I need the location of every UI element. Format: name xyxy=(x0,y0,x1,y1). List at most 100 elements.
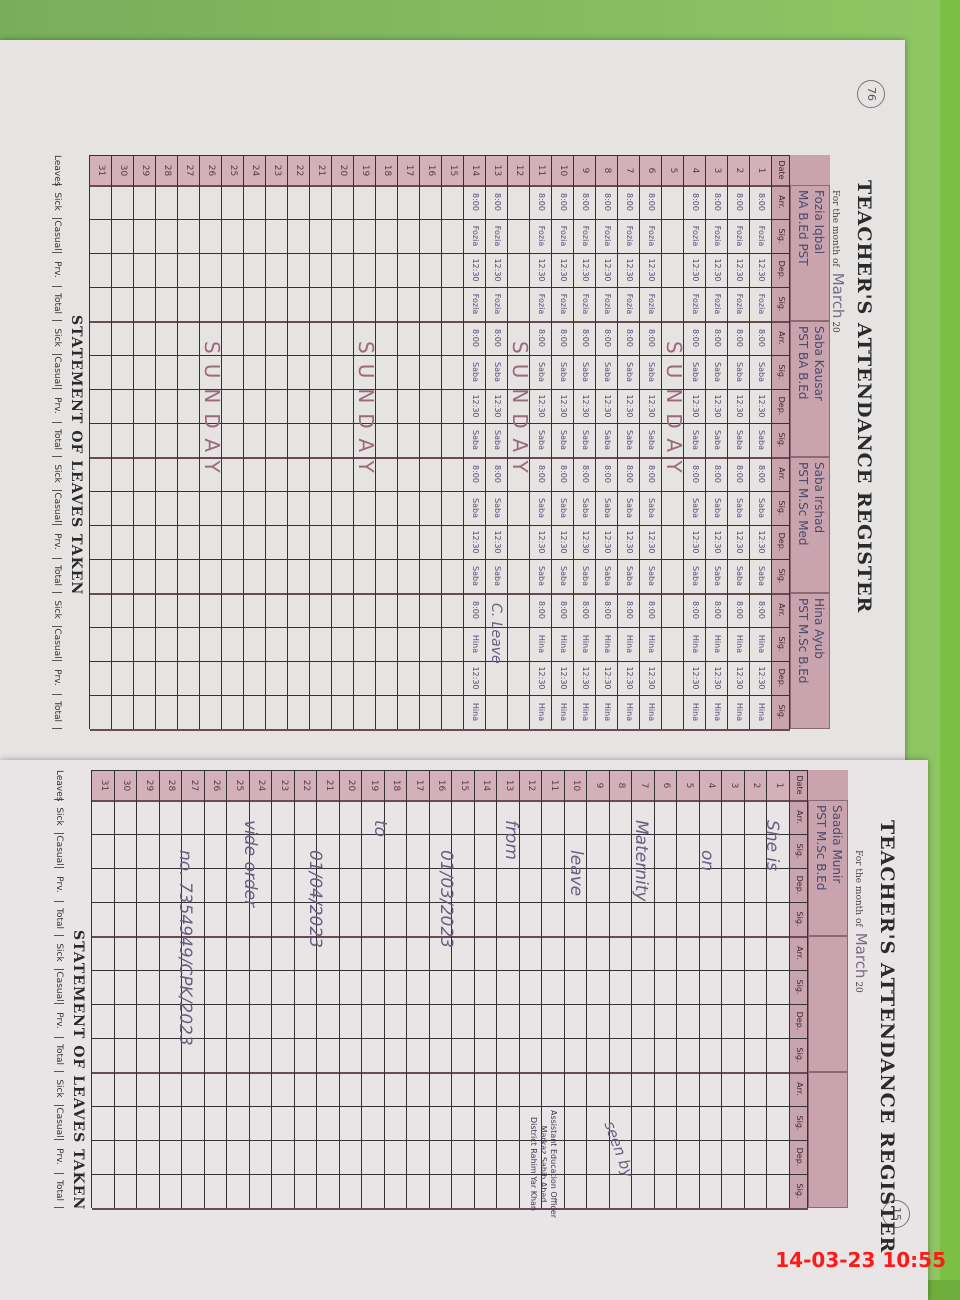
date-number: 3 xyxy=(706,156,727,185)
date-number: 7 xyxy=(632,771,654,800)
attendance-entry: 8:00 xyxy=(647,601,656,619)
attendance-entry: 8:00 xyxy=(735,601,744,619)
grid-line xyxy=(744,770,745,1208)
subcolumn-header: Sig. xyxy=(795,1183,804,1199)
grid-line xyxy=(789,770,790,1208)
attendance-entry: 8:00 xyxy=(735,465,744,483)
subcolumn-header: Sig. xyxy=(777,364,786,380)
attendance-entry: Saba xyxy=(471,566,480,586)
teacher-name: Saadia Munir xyxy=(830,805,844,884)
attendance-entry: 8:00 xyxy=(537,329,546,347)
grid-line xyxy=(265,155,266,729)
attendance-entry: Saba xyxy=(559,498,568,518)
grid-line xyxy=(271,770,273,1208)
grid-line xyxy=(90,253,790,254)
subcolumn-header: Dep. xyxy=(777,668,786,688)
teacher-name-box: Saba Kausar PST BA B.Ed xyxy=(790,321,830,457)
teacher-name-box: Fozia Iqbal MA B.Ed PST xyxy=(790,185,830,321)
attendance-entry: Hina xyxy=(757,634,766,654)
subcolumn-header: Arr. xyxy=(777,331,786,345)
attendance-entry: Fozia xyxy=(559,293,568,315)
grid-line xyxy=(111,155,112,729)
leave-column-header: Total xyxy=(52,695,62,729)
attendance-entry: Saba xyxy=(691,566,700,586)
month-value: March xyxy=(852,932,870,979)
teacher-qualification: MA B.Ed PST xyxy=(796,190,810,266)
grid-line xyxy=(133,155,134,729)
date-number: 15 xyxy=(452,771,474,800)
attendance-entry: Saba xyxy=(537,430,546,450)
teacher-name-box xyxy=(808,936,848,1072)
attendance-entry: Saba xyxy=(537,362,546,382)
date-number: 18 xyxy=(385,771,407,800)
attendance-entry: Fozia xyxy=(713,225,722,247)
attendance-entry: Saba xyxy=(493,430,502,450)
grid-line xyxy=(474,770,475,1208)
attendance-entry: 12:30 xyxy=(625,394,634,418)
grid-line xyxy=(309,155,310,729)
attendance-entry: 12:30 xyxy=(691,530,700,554)
grid-line xyxy=(90,185,790,187)
leave-column-header: Casual xyxy=(54,1106,65,1140)
attendance-entry: Saba xyxy=(581,430,590,450)
attendance-entry: 8:00 xyxy=(647,193,656,211)
attendance-entry: 12:30 xyxy=(735,666,744,690)
date-number: 20 xyxy=(340,771,362,800)
subcolumn-header: Sig. xyxy=(795,1115,804,1131)
leaves-label: Leaves xyxy=(54,770,65,802)
grid-line xyxy=(226,770,228,1208)
attendance-entry: 12:30 xyxy=(647,258,656,282)
grid-line xyxy=(429,770,430,1208)
date-number: 6 xyxy=(655,771,677,800)
attendance-entry: 8:00 xyxy=(757,465,766,483)
attendance-entry: 12:30 xyxy=(471,258,480,282)
attendance-entry: Hina xyxy=(537,702,546,722)
attendance-entry: Hina xyxy=(559,634,568,654)
grid-line xyxy=(90,695,790,696)
attendance-entry: Hina xyxy=(471,702,480,722)
date-number: 10 xyxy=(565,771,587,800)
attendance-entry: Saba xyxy=(735,566,744,586)
date-number: 9 xyxy=(574,156,595,185)
grid-line xyxy=(204,770,205,1208)
attendance-entry: 12:30 xyxy=(757,530,766,554)
attendance-entry: Fozia xyxy=(735,293,744,315)
attendance-entry: 8:00 xyxy=(735,329,744,347)
date-number: 11 xyxy=(530,156,551,185)
subcolumn-header: Arr. xyxy=(777,195,786,209)
teacher-name-box: Saadia Munir PST M.Sc B.Ed xyxy=(808,800,848,936)
leave-column-header: Total xyxy=(54,1038,65,1072)
attendance-entry: 8:00 xyxy=(625,465,634,483)
leave-column-header: Casual xyxy=(54,834,65,868)
leave-column-header: Sick xyxy=(52,593,62,627)
subcolumn-header: Sig. xyxy=(777,296,786,312)
subcolumn-header: Dep. xyxy=(777,532,786,552)
date-number: 15 xyxy=(442,156,463,185)
attendance-entry: 8:00 xyxy=(757,601,766,619)
attendance-entry: Fozia xyxy=(757,225,766,247)
grid-line xyxy=(90,525,790,526)
leave-column-header: Prv. xyxy=(54,1004,65,1038)
attendance-entry: 12:30 xyxy=(603,666,612,690)
date-number: 10 xyxy=(552,156,573,185)
note-line: from xyxy=(501,820,521,860)
subcolumn-header: Dep. xyxy=(777,260,786,280)
attendance-entry: Saba xyxy=(603,566,612,586)
date-number: 28 xyxy=(156,156,177,185)
attendance-entry: 12:30 xyxy=(537,530,546,554)
attendance-entry: 8:00 xyxy=(493,329,502,347)
attendance-entry: Saba xyxy=(581,498,590,518)
attendance-entry: Saba xyxy=(493,498,502,518)
attendance-entry: 8:00 xyxy=(691,193,700,211)
grid-line xyxy=(92,970,808,971)
attendance-entry: Fozia xyxy=(735,225,744,247)
grid-line xyxy=(727,155,728,729)
subcolumn-header: Sig. xyxy=(777,568,786,584)
attendance-entry: 8:00 xyxy=(559,329,568,347)
date-number: 16 xyxy=(430,771,452,800)
subcolumn-header: Sig. xyxy=(795,979,804,995)
attendance-entry: 8:00 xyxy=(581,193,590,211)
attendance-entry: 12:30 xyxy=(647,666,656,690)
grid-line xyxy=(136,770,138,1208)
